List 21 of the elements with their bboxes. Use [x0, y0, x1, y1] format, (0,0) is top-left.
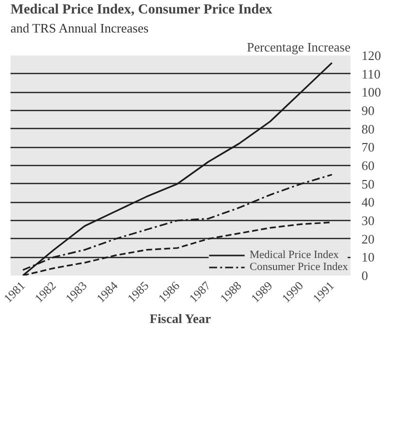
y-tick-label: 90 — [362, 103, 374, 118]
y-tick-label: 100 — [362, 84, 381, 100]
y-tick-label: 0 — [362, 268, 368, 283]
legend-label: Consumer Price Index — [250, 261, 348, 273]
y-tick-label: 110 — [362, 66, 381, 82]
chart-subtitle: and TRS Annual Increases — [10, 20, 149, 36]
y-tick-label: 50 — [362, 176, 374, 192]
y-tick-label: 80 — [362, 121, 374, 136]
y-tick-label: 30 — [362, 213, 374, 228]
x-axis-title: Fiscal Year — [150, 311, 212, 326]
x-tick-label: 1991 — [310, 278, 337, 306]
y-tick-label: 60 — [362, 158, 374, 173]
y-tick-label: 40 — [362, 194, 374, 210]
chart-title: Medical Price Index, Consumer Price Index — [10, 2, 272, 18]
y-axis-title: Percentage Increase — [246, 40, 351, 54]
y-tick-label: 10 — [362, 250, 374, 265]
legend-label: Medical Price Index — [250, 249, 339, 261]
x-tick-label: 1981 — [0, 278, 28, 306]
y-tick-label: 20 — [362, 231, 374, 246]
y-tick-label: 70 — [362, 140, 374, 155]
y-tick-label: 120 — [362, 48, 381, 63]
